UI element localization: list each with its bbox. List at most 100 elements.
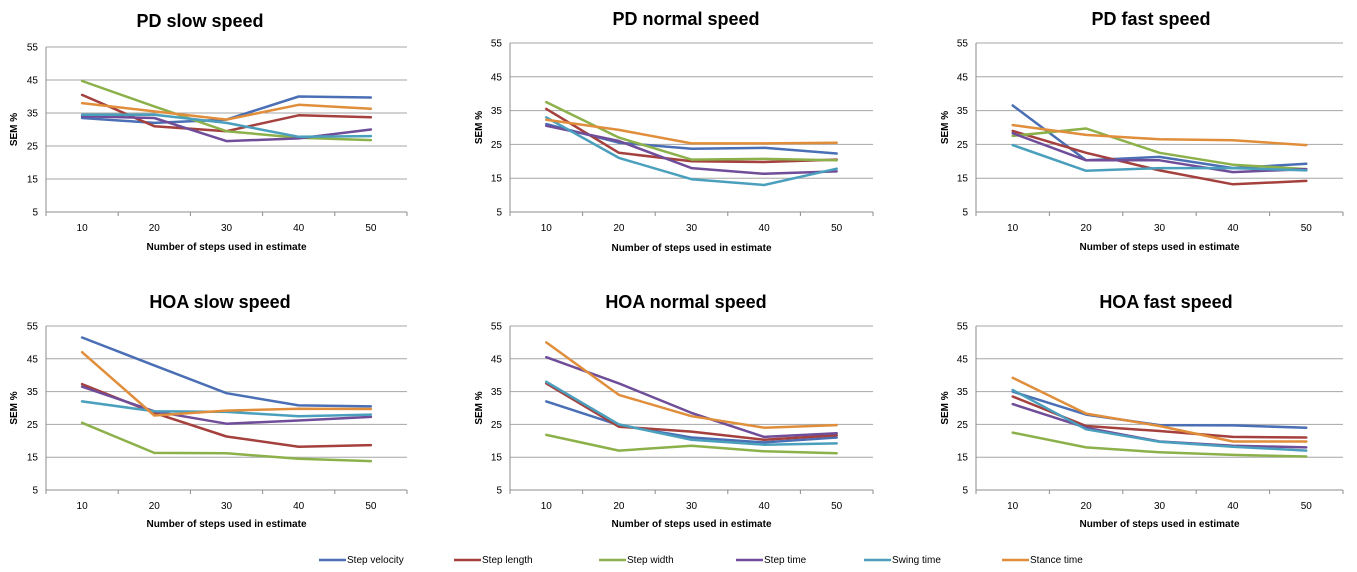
y-tick-label: 45 xyxy=(27,354,39,365)
series-line-step-width xyxy=(80,421,373,463)
series-line-stance-time xyxy=(545,118,838,145)
y-tick-label: 35 xyxy=(491,387,503,398)
series-line-step-length xyxy=(1011,129,1308,186)
y-tick-label: 35 xyxy=(27,109,39,120)
legend-label: Step length xyxy=(482,555,533,566)
y-tick-label: 25 xyxy=(27,142,39,153)
series-line-step-time xyxy=(80,385,373,425)
x-tick-label: 50 xyxy=(831,223,843,234)
x-tick-label: 50 xyxy=(365,501,377,512)
legend-item: Swing time xyxy=(864,555,941,566)
legend-label: Step width xyxy=(627,555,674,566)
series-line-step-velocity xyxy=(545,400,838,444)
y-tick-label: 15 xyxy=(27,453,39,464)
series-line-step-time xyxy=(1011,131,1308,174)
chart-panel-2: PD normal speed 5 15 25 35 45 55 10 20 30 40 50 Numb… xyxy=(474,9,874,254)
chart-title: HOA fast speed xyxy=(1099,292,1232,312)
x-axis-label: Number of steps used in estimate xyxy=(146,519,306,530)
y-axis-label: SEM % xyxy=(9,113,20,146)
series-line-step-velocity xyxy=(80,336,373,408)
series-line-swing-time xyxy=(1011,388,1308,452)
x-axis-label: Number of steps used in estimate xyxy=(611,519,771,530)
series-line-step-length xyxy=(545,382,838,442)
y-tick-label: 45 xyxy=(491,354,503,365)
y-tick-label: 55 xyxy=(957,39,969,50)
y-tick-label: 5 xyxy=(962,208,968,219)
y-tick-label: 55 xyxy=(491,39,503,50)
chart-panel-5: HOA normal speed 5 15 25 35 45 55 10 20 30 40 50 Num… xyxy=(474,292,874,530)
chart-title: HOA normal speed xyxy=(605,292,766,312)
x-axis-label: Number of steps used in estimate xyxy=(146,242,306,253)
x-tick-label: 30 xyxy=(221,223,233,234)
y-tick-label: 5 xyxy=(496,486,502,497)
legend-item: Step time xyxy=(736,555,807,566)
x-tick-label: 50 xyxy=(1301,501,1313,512)
series-line-step-width xyxy=(545,433,838,455)
legend-item: Step length xyxy=(454,555,533,566)
chart-panel-6: HOA fast speed 5 15 25 35 45 55 10 20 30 40 50 Numbe… xyxy=(940,292,1344,530)
series-line-swing-time xyxy=(545,116,838,187)
y-axis-label: SEM % xyxy=(474,391,485,424)
x-tick-label: 30 xyxy=(221,501,233,512)
chart-panel-1: PD slow speed 5 15 25 35 45 55 10 20 30 40 50 Number… xyxy=(9,11,408,253)
x-tick-label: 40 xyxy=(759,223,771,234)
series-line-step-time xyxy=(545,355,838,439)
y-tick-label: 5 xyxy=(32,486,38,497)
series-line-swing-time xyxy=(545,380,838,446)
y-tick-label: 55 xyxy=(491,322,503,333)
chart-title: PD slow speed xyxy=(136,11,263,31)
series-line-step-width xyxy=(1011,431,1308,458)
y-axis-label: SEM % xyxy=(9,391,20,424)
y-tick-label: 25 xyxy=(27,420,39,431)
x-tick-label: 40 xyxy=(1227,501,1239,512)
x-axis-label: Number of steps used in estimate xyxy=(611,243,771,254)
x-tick-label: 10 xyxy=(1007,223,1019,234)
x-tick-label: 40 xyxy=(1227,223,1239,234)
chart-title: HOA slow speed xyxy=(149,292,290,312)
series-line-step-velocity xyxy=(545,122,838,155)
series-line-stance-time xyxy=(1011,123,1308,147)
x-tick-label: 30 xyxy=(1154,501,1166,512)
chart-panel-4: HOA slow speed 5 15 25 35 45 55 10 20 30 40 50 Numbe… xyxy=(9,292,408,530)
legend-label: Step time xyxy=(764,555,807,566)
y-tick-label: 25 xyxy=(957,140,969,151)
x-tick-label: 10 xyxy=(77,223,89,234)
y-tick-label: 15 xyxy=(491,174,503,185)
y-tick-label: 15 xyxy=(957,453,969,464)
series-line-step-length xyxy=(545,107,838,164)
x-tick-label: 10 xyxy=(1007,501,1019,512)
x-tick-label: 50 xyxy=(831,501,843,512)
x-tick-label: 20 xyxy=(149,223,161,234)
series-line-stance-time xyxy=(1011,376,1308,443)
legend-item: Stance time xyxy=(1002,555,1083,566)
x-tick-label: 40 xyxy=(293,223,305,234)
series-line-swing-time xyxy=(80,400,373,418)
chart-legend: Step velocity Step length Step width Step t… xyxy=(319,555,1083,566)
x-tick-label: 20 xyxy=(613,501,625,512)
legend-label: Swing time xyxy=(892,555,941,566)
x-tick-label: 10 xyxy=(77,501,89,512)
y-tick-label: 5 xyxy=(32,208,38,219)
y-axis-label: SEM % xyxy=(940,391,951,424)
y-tick-label: 45 xyxy=(957,72,969,83)
y-tick-label: 35 xyxy=(27,387,39,398)
x-tick-label: 40 xyxy=(759,501,771,512)
series-line-step-velocity xyxy=(1011,104,1308,170)
legend-label: Step velocity xyxy=(347,555,404,566)
series-line-swing-time xyxy=(80,113,373,139)
x-tick-label: 20 xyxy=(149,501,161,512)
y-tick-label: 55 xyxy=(27,322,39,333)
legend-item: Step width xyxy=(599,555,674,566)
y-tick-label: 35 xyxy=(957,106,969,117)
x-axis-label: Number of steps used in estimate xyxy=(1079,519,1239,530)
series-line-stance-time xyxy=(545,341,838,429)
series-line-swing-time xyxy=(1011,143,1308,173)
y-axis-label: SEM % xyxy=(940,111,951,144)
x-tick-label: 50 xyxy=(1301,223,1313,234)
y-tick-label: 45 xyxy=(491,72,503,83)
x-tick-label: 10 xyxy=(541,223,553,234)
chart-panel-3: PD fast speed 5 15 25 35 45 55 10 20 30 40 50 Number… xyxy=(940,9,1344,253)
x-tick-label: 30 xyxy=(1154,223,1166,234)
x-tick-label: 30 xyxy=(686,223,698,234)
